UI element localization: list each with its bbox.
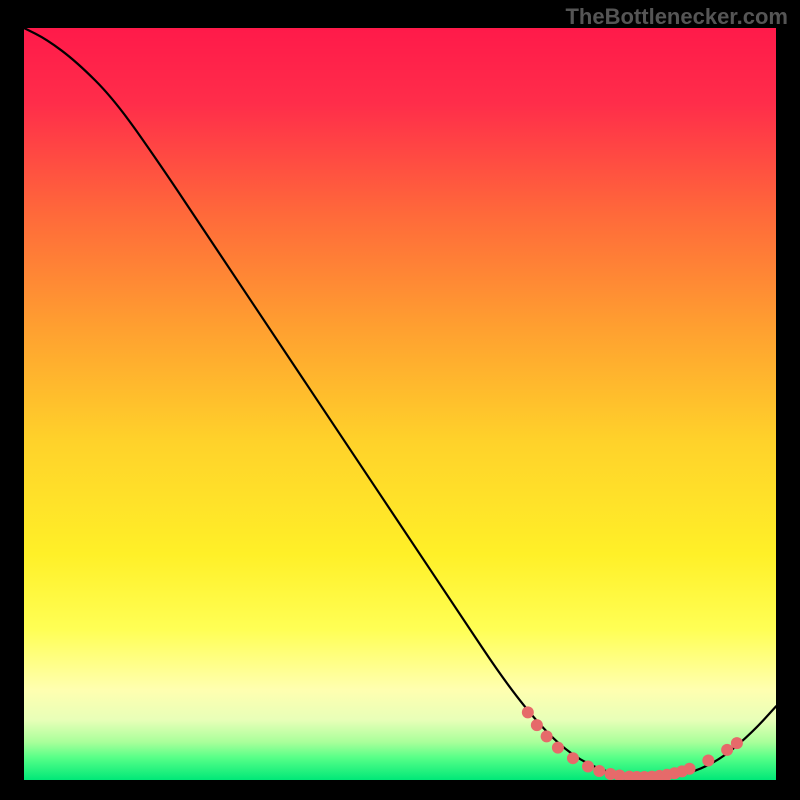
marker-point (702, 754, 714, 766)
chart-container: TheBottlenecker.com (0, 0, 800, 800)
plot-area (24, 28, 776, 780)
marker-point (593, 765, 605, 777)
marker-point (731, 737, 743, 749)
watermark-text: TheBottlenecker.com (565, 4, 788, 30)
marker-point (552, 742, 564, 754)
marker-point (541, 730, 553, 742)
marker-point (721, 744, 733, 756)
marker-point (531, 719, 543, 731)
marker-point (582, 760, 594, 772)
marker-point (684, 763, 696, 775)
gradient-background (24, 28, 776, 780)
marker-point (522, 706, 534, 718)
chart-svg (24, 28, 776, 780)
marker-point (567, 752, 579, 764)
